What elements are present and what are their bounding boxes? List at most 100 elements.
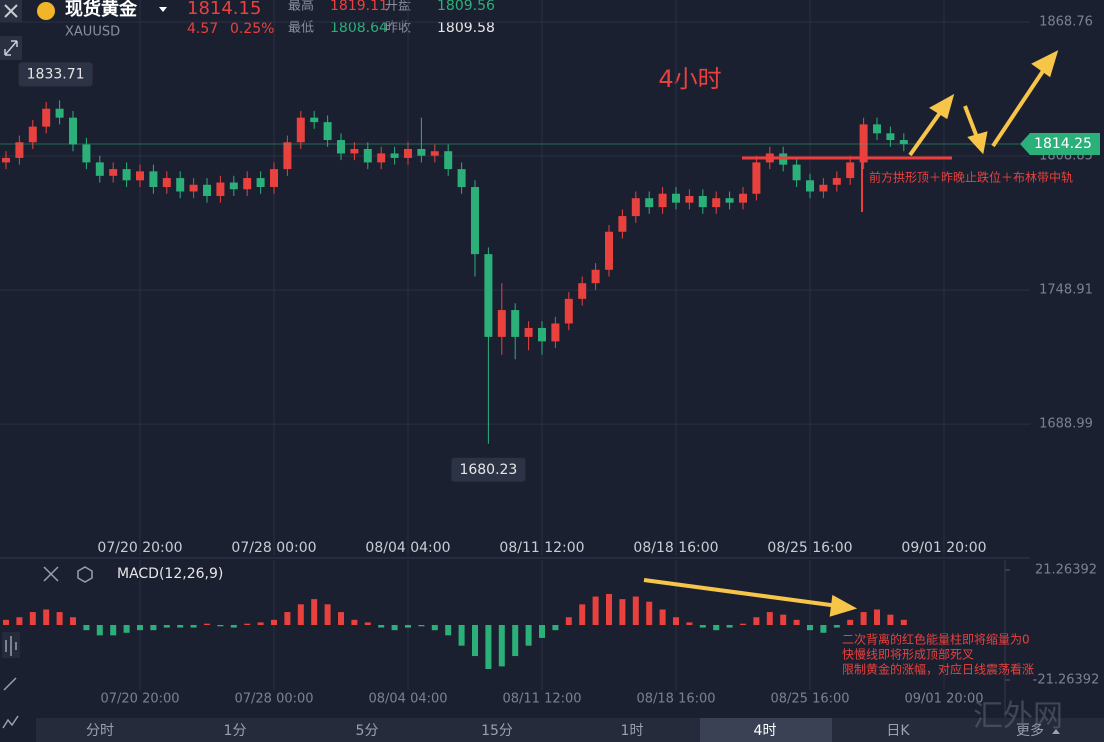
macd-bar: [257, 622, 264, 625]
candle-body: [591, 269, 600, 284]
macd-bar: [110, 625, 117, 636]
candle-body: [899, 140, 908, 145]
tab[interactable]: 15分: [481, 723, 513, 739]
macd-bar: [512, 625, 519, 657]
macd-bar: [3, 619, 9, 625]
candle-body: [886, 133, 895, 141]
tab[interactable]: 日K: [886, 723, 910, 739]
macd-bar: [833, 625, 840, 628]
candle-body: [631, 198, 640, 217]
macd-bar: [539, 625, 545, 638]
tab-bar: [36, 718, 1104, 742]
candle-body: [417, 148, 426, 156]
candle-body: [806, 180, 814, 192]
x-tick-label: 08/04 04:00: [365, 540, 450, 556]
candle-body: [162, 178, 171, 188]
macd-bar: [552, 625, 559, 631]
arrow-head: [967, 131, 988, 155]
price-callout: 1833.71: [27, 66, 85, 82]
macd-bar: [458, 625, 465, 646]
tool-icon[interactable]: [3, 677, 17, 691]
tabs: 分时 1分 5分 15分 1时 4时 日K 更多: [86, 722, 1060, 739]
macd-bar: [378, 625, 385, 628]
macd-bar: [418, 625, 425, 627]
candle-body: [243, 178, 252, 190]
macd-bar: [217, 625, 224, 627]
gold-icon: [37, 2, 55, 20]
candle-body: [430, 151, 439, 156]
macd-bar: [606, 593, 612, 625]
annotation: 前方拱形顶＋昨晚止跌位＋布林带中轨: [869, 170, 1073, 185]
stat-label: 最低: [288, 21, 314, 36]
price-callout-bg: [451, 457, 526, 482]
x-tick-label: 08/18 16:00: [636, 692, 715, 707]
close-icon: [4, 4, 18, 18]
dropdown-caret[interactable]: [159, 7, 167, 12]
tab[interactable]: 5分: [356, 723, 379, 739]
macd-bar: [766, 612, 773, 625]
chart-title: 4小时: [658, 65, 721, 93]
candle-body: [82, 144, 91, 163]
macd-bar: [726, 625, 733, 628]
candle-body: [296, 117, 305, 143]
macd-close[interactable]: [43, 566, 59, 582]
macd-bar: [83, 625, 90, 631]
macd-bar: [619, 599, 626, 625]
price-callout: 1680.23: [459, 462, 517, 478]
tab-caret[interactable]: [1052, 729, 1060, 734]
candle-body: [404, 148, 412, 158]
price: 1814.15: [187, 0, 261, 19]
arrow-head: [929, 93, 955, 120]
last-price-tag: [1020, 132, 1100, 155]
tool-icon[interactable]: [2, 715, 19, 729]
macd-bar: [96, 625, 103, 636]
macd-bar: [16, 617, 23, 625]
tab[interactable]: 更多: [1016, 722, 1044, 739]
macd-bar: [820, 625, 827, 633]
candle-body: [524, 327, 533, 337]
candle-body: [685, 195, 694, 203]
x-tick-label: 07/20 20:00: [100, 692, 179, 707]
candle-body: [189, 184, 198, 192]
candle-body: [136, 171, 144, 181]
tab[interactable]: 1时: [621, 723, 644, 739]
candle-body: [645, 198, 654, 208]
candle-body: [310, 117, 319, 123]
tab[interactable]: 4时: [754, 723, 777, 739]
candle-body: [698, 195, 707, 208]
macd-bar: [230, 625, 237, 628]
change-pct: 0.25%: [230, 21, 274, 37]
candle-body: [256, 178, 265, 188]
tab[interactable]: 1分: [224, 723, 247, 739]
macd-bar: [364, 622, 371, 625]
macd-settings[interactable]: [77, 566, 93, 583]
macd-bar: [391, 625, 398, 631]
candle-body: [658, 193, 667, 208]
macd-bar: [284, 612, 291, 625]
macd-bar: [445, 625, 452, 636]
macd-bar: [485, 625, 492, 669]
macd-bar: [874, 609, 880, 625]
x-tick-label: 08/11 12:00: [502, 692, 581, 707]
y-tick-label: 1748.91: [1039, 283, 1093, 298]
candle-body: [725, 198, 734, 203]
candle-body: [2, 157, 10, 163]
candle-body: [350, 148, 359, 154]
candle-body: [564, 298, 573, 324]
last-price-label: 1814.25: [1034, 136, 1092, 152]
symbol-name[interactable]: 现货黄金: [65, 0, 138, 20]
arrow-head: [829, 594, 858, 617]
macd-bar: [137, 625, 143, 631]
macd-bar: [793, 619, 800, 625]
x-tick-label: 09/01 20:00: [901, 540, 986, 556]
candle-body: [122, 169, 131, 181]
arrows: [643, 50, 1059, 617]
macd-bar: [887, 614, 894, 625]
macd-bar: [43, 609, 50, 625]
x-tick-label: 08/04 04:00: [368, 692, 447, 707]
y-tick-label: 21.26392: [1035, 563, 1097, 578]
candle-body: [216, 182, 225, 196]
tab[interactable]: 分时: [86, 723, 114, 739]
macd-chart: 21.26392 -21.26392 07/20 20:00 07/28 00:00 0…: [3, 560, 1099, 707]
